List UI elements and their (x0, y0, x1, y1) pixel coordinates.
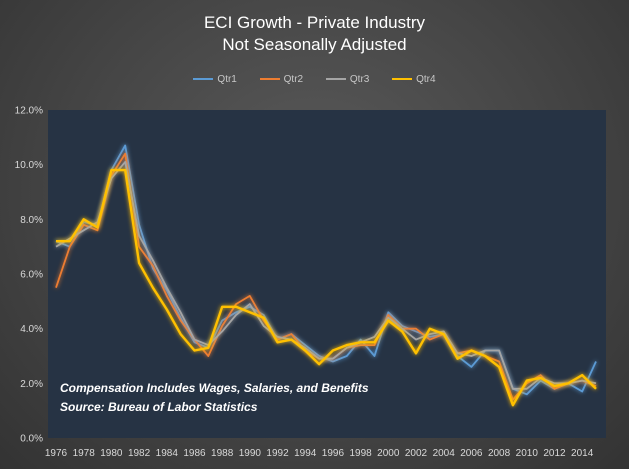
x-tick-label: 2012 (543, 448, 566, 459)
y-tick-label: 4.0% (20, 324, 43, 335)
annotation-source: Source: Bureau of Labor Statistics (60, 400, 258, 414)
legend-label-qtr1: Qtr1 (217, 74, 237, 85)
x-tick-label: 2006 (460, 448, 483, 459)
series-line-qtr4 (56, 168, 597, 407)
legend-swatch-qtr4 (392, 78, 413, 81)
x-tick-label: 2002 (405, 448, 428, 459)
y-tick-label: 8.0% (20, 215, 43, 226)
x-tick-label: 1990 (239, 448, 262, 459)
y-axis: 0.0% 2.0% 4.0% 6.0% 8.0% 10.0% 12.0% (15, 106, 43, 445)
x-tick-label: 1980 (100, 448, 123, 459)
legend: Qtr1 Qtr2 Qtr3 Qtr4 (0, 74, 629, 85)
x-tick-label: 1994 (294, 448, 317, 459)
y-tick-label: 6.0% (20, 270, 43, 281)
x-tick-label: 2010 (516, 448, 539, 459)
x-tick-label: 1988 (211, 448, 234, 459)
y-tick-label: 2.0% (20, 379, 43, 390)
x-tick-label: 1978 (73, 448, 96, 459)
y-tick-label: 0.0% (20, 434, 43, 445)
series-layer (55, 144, 597, 407)
plot-area (48, 110, 606, 438)
y-tick-label: 12.0% (15, 106, 43, 117)
x-tick-label: 1992 (266, 448, 289, 459)
chart-subtitle: Not Seasonally Adjusted (222, 35, 407, 54)
legend-label-qtr4: Qtr4 (416, 74, 436, 85)
legend-item-qtr3: Qtr3 (325, 74, 370, 85)
legend-swatch-qtr3 (325, 78, 346, 81)
legend-item-qtr2: Qtr2 (259, 74, 304, 85)
x-tick-label: 1986 (183, 448, 206, 459)
annotation-compensation: Compensation Includes Wages, Salaries, a… (60, 381, 369, 395)
x-tick-label: 1984 (156, 448, 179, 459)
x-tick-label: 2004 (433, 448, 456, 459)
legend-label-qtr3: Qtr3 (349, 74, 370, 85)
x-axis: 1976 1978 1980 1982 1984 1986 1988 1990 1992 1994… (45, 448, 594, 459)
x-tick-label: 2014 (571, 448, 594, 459)
legend-label-qtr2: Qtr2 (283, 74, 304, 85)
x-tick-label: 1976 (45, 448, 68, 459)
x-tick-label: 1996 (322, 448, 345, 459)
x-tick-label: 1982 (128, 448, 151, 459)
legend-swatch-qtr1 (193, 78, 214, 81)
x-tick-label: 2000 (377, 448, 400, 459)
x-tick-label: 1998 (349, 448, 372, 459)
x-tick-label: 2008 (488, 448, 511, 459)
legend-item-qtr4: Qtr4 (392, 74, 436, 85)
chart-title: ECI Growth - Private Industry (203, 13, 426, 32)
legend-item-qtr1: Qtr1 (193, 74, 237, 85)
chart-title-block: ECI Growth - Private Industry Not Season… (0, 12, 629, 56)
legend-swatch-qtr2 (259, 78, 280, 81)
y-tick-label: 10.0% (15, 160, 43, 171)
